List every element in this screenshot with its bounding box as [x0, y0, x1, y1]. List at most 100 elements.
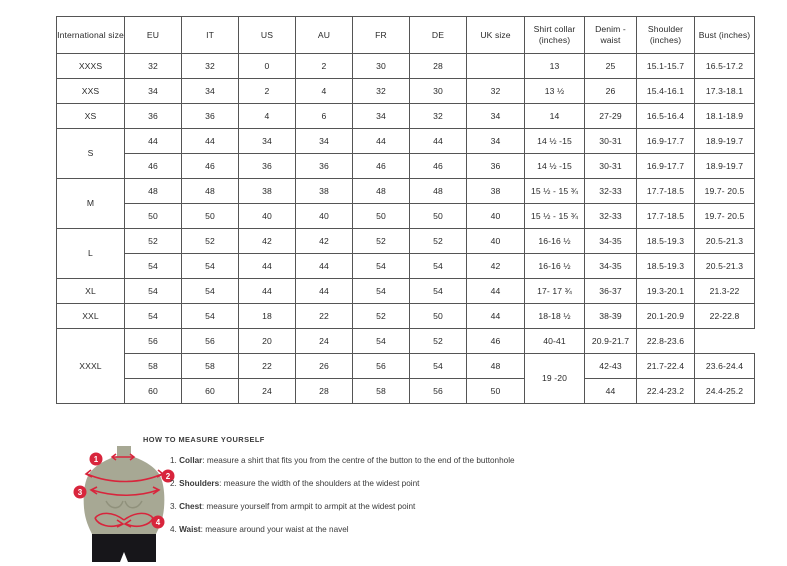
cell-shirt-collar: 14: [524, 103, 585, 129]
measure-step-term: Chest: [179, 501, 202, 511]
cell-it: 56: [181, 328, 239, 354]
cell-denim-waist: 40-41: [524, 328, 585, 354]
table-row: 46 46 36 36 46 46 36 14 ½ -15 30-31 16.9-17.7 18.9…: [57, 153, 755, 179]
cell-de: 32: [409, 103, 467, 129]
svg-text:4: 4: [156, 518, 161, 527]
measure-step-number: 1.: [170, 456, 177, 465]
cell-shoulder: 17.7-18.5: [636, 203, 695, 229]
cell-shoulder: 21.7-22.4: [636, 353, 695, 379]
measure-step-number: 4.: [170, 524, 177, 534]
table-row: XXXL 56 56 20 24 54 52 46 40-41 20.9-21.7 22.8-23.…: [56, 328, 755, 404]
cell-fr: 50: [352, 203, 410, 229]
measure-step-text: : measure the width of the shoulders at …: [219, 478, 420, 488]
size-label-xs: XS: [56, 103, 125, 129]
cell-de: 54: [409, 253, 467, 279]
cell-us: 40: [238, 203, 296, 229]
cell-eu: 44: [124, 128, 182, 154]
cell-bust: 18.9-19.7: [694, 128, 755, 154]
cell-de: 44: [409, 128, 467, 154]
column-header-international-size: International size: [56, 16, 125, 54]
size-chart-table: International size EU IT US AU FR DE UK …: [56, 16, 755, 404]
measure-step-number: 3.: [170, 501, 177, 511]
cell-uk-size: 32: [466, 78, 525, 104]
table-row: XXL 54 54 18 22 52 50 44 18-18 ½ 38-39 20.1-20.9 22…: [56, 303, 755, 329]
cell-bust: 20.5-21.3: [694, 228, 755, 254]
cell-it: 32: [181, 53, 239, 79]
cell-shirt-collar: 15 ½ - 15 ¾: [524, 178, 585, 204]
cell-de: 52: [409, 328, 467, 354]
cell-shirt-collar: 13 ½: [524, 78, 585, 104]
table-row: XXXS 32 32 0 2 30 28 13 25 15.1-15.7 16.5-17.2: [56, 53, 755, 79]
measure-step-chest: 3. Chest: measure yourself from armpit t…: [170, 502, 730, 512]
measure-step-text: : measure yourself from armpit to armpit…: [201, 501, 416, 511]
cell-it: 46: [181, 153, 239, 179]
cell-us: 4: [238, 103, 296, 129]
cell-au: 22: [295, 303, 353, 329]
column-header-bust: Bust (inches): [694, 16, 755, 54]
cell-bust: 21.3-22: [694, 278, 755, 304]
cell-it: 52: [181, 228, 239, 254]
measure-step-waist: 4. Waist: measure around your waist at t…: [170, 525, 730, 535]
cell-shoulder: 16.5-16.4: [636, 103, 695, 129]
cell-uk-size: 46: [466, 328, 525, 354]
cell-it: 34: [181, 78, 239, 104]
cell-fr: 54: [352, 253, 410, 279]
measure-arrow-chest: [89, 486, 161, 496]
cell-au: 44: [295, 253, 353, 279]
cell-eu: 46: [124, 153, 182, 179]
table-row: 60 60 24 28 58 56 50 44 22.4-23.2 24.4-25.2: [57, 378, 755, 404]
mannequin-chest-contour-left: [105, 500, 124, 509]
cell-shirt-collar: 19 -20: [524, 353, 585, 404]
cell-shirt-collar: 16-16 ½: [524, 253, 585, 279]
size-chart-container: International size EU IT US AU FR DE UK …: [56, 16, 755, 404]
column-header-it: IT: [181, 16, 239, 54]
cell-au: 44: [295, 278, 353, 304]
cell-bust: 18.9-19.7: [694, 153, 755, 179]
how-to-measure-heading: HOW TO MEASURE YOURSELF: [143, 435, 265, 444]
measure-step-shoulders: 2. Shoulders: measure the width of the s…: [170, 479, 730, 489]
cell-au: 38: [295, 178, 353, 204]
cell-fr: 58: [352, 378, 410, 404]
cell-eu: 36: [124, 103, 182, 129]
how-to-measure-section: HOW TO MEASURE YOURSELF: [0, 424, 787, 566]
cell-shirt-collar: 15 ½ - 15 ¾: [524, 203, 585, 229]
cell-bust: 16.5-17.2: [694, 53, 755, 79]
cell-shoulder: 18.5-19.3: [636, 253, 695, 279]
svg-text:1: 1: [94, 455, 99, 464]
cell-uk-size: 40: [466, 203, 525, 229]
cell-shirt-collar: 14 ½ -15: [524, 153, 585, 179]
cell-denim-waist: 44: [584, 378, 637, 404]
cell-eu: 32: [124, 53, 182, 79]
cell-us: 44: [238, 278, 296, 304]
measure-step-text: : measure around your waist at the navel: [200, 524, 349, 534]
cell-fr: 44: [352, 128, 410, 154]
cell-fr: 48: [352, 178, 410, 204]
cell-shirt-collar: 16-16 ½: [524, 228, 585, 254]
cell-uk-size: 42: [466, 253, 525, 279]
cell-bust: 24.4-25.2: [694, 378, 755, 404]
table-row: M 48 48 38 38 48 48 38 15 ½ - 15 ¾ 32-33 17.7-18.5…: [56, 178, 755, 229]
cell-it: 54: [181, 303, 239, 329]
cell-us: 24: [238, 378, 296, 404]
size-label-m: M: [56, 178, 125, 229]
size-label-xxs: XXS: [56, 78, 125, 104]
cell-au: 4: [295, 78, 353, 104]
column-header-us: US: [238, 16, 296, 54]
cell-eu: 34: [124, 78, 182, 104]
measure-step-number: 2.: [170, 478, 177, 488]
cell-shoulder: 19.3-20.1: [636, 278, 695, 304]
table-row: XXS 34 34 2 4 32 30 32 13 ½ 26 15.4-16.1 17.3-18.1: [56, 78, 755, 104]
cell-de: 28: [409, 53, 467, 79]
cell-it: 58: [181, 353, 239, 379]
cell-au: 28: [295, 378, 353, 404]
measure-arrow-collar: [110, 453, 136, 461]
size-label-xxxl: XXXL: [56, 328, 125, 404]
figure-badge-2: 2: [161, 469, 175, 483]
cell-us: 44: [238, 253, 296, 279]
cell-eu: 58: [124, 353, 182, 379]
table-row: L 52 52 42 42 52 52 40 16-16 ½ 34-35 18.5-19.3 20.5…: [56, 228, 755, 279]
cell-denim-waist: 30-31: [584, 153, 637, 179]
mannequin-shorts: [92, 534, 156, 562]
cell-fr: 32: [352, 78, 410, 104]
cell-denim-waist: 38-39: [584, 303, 637, 329]
